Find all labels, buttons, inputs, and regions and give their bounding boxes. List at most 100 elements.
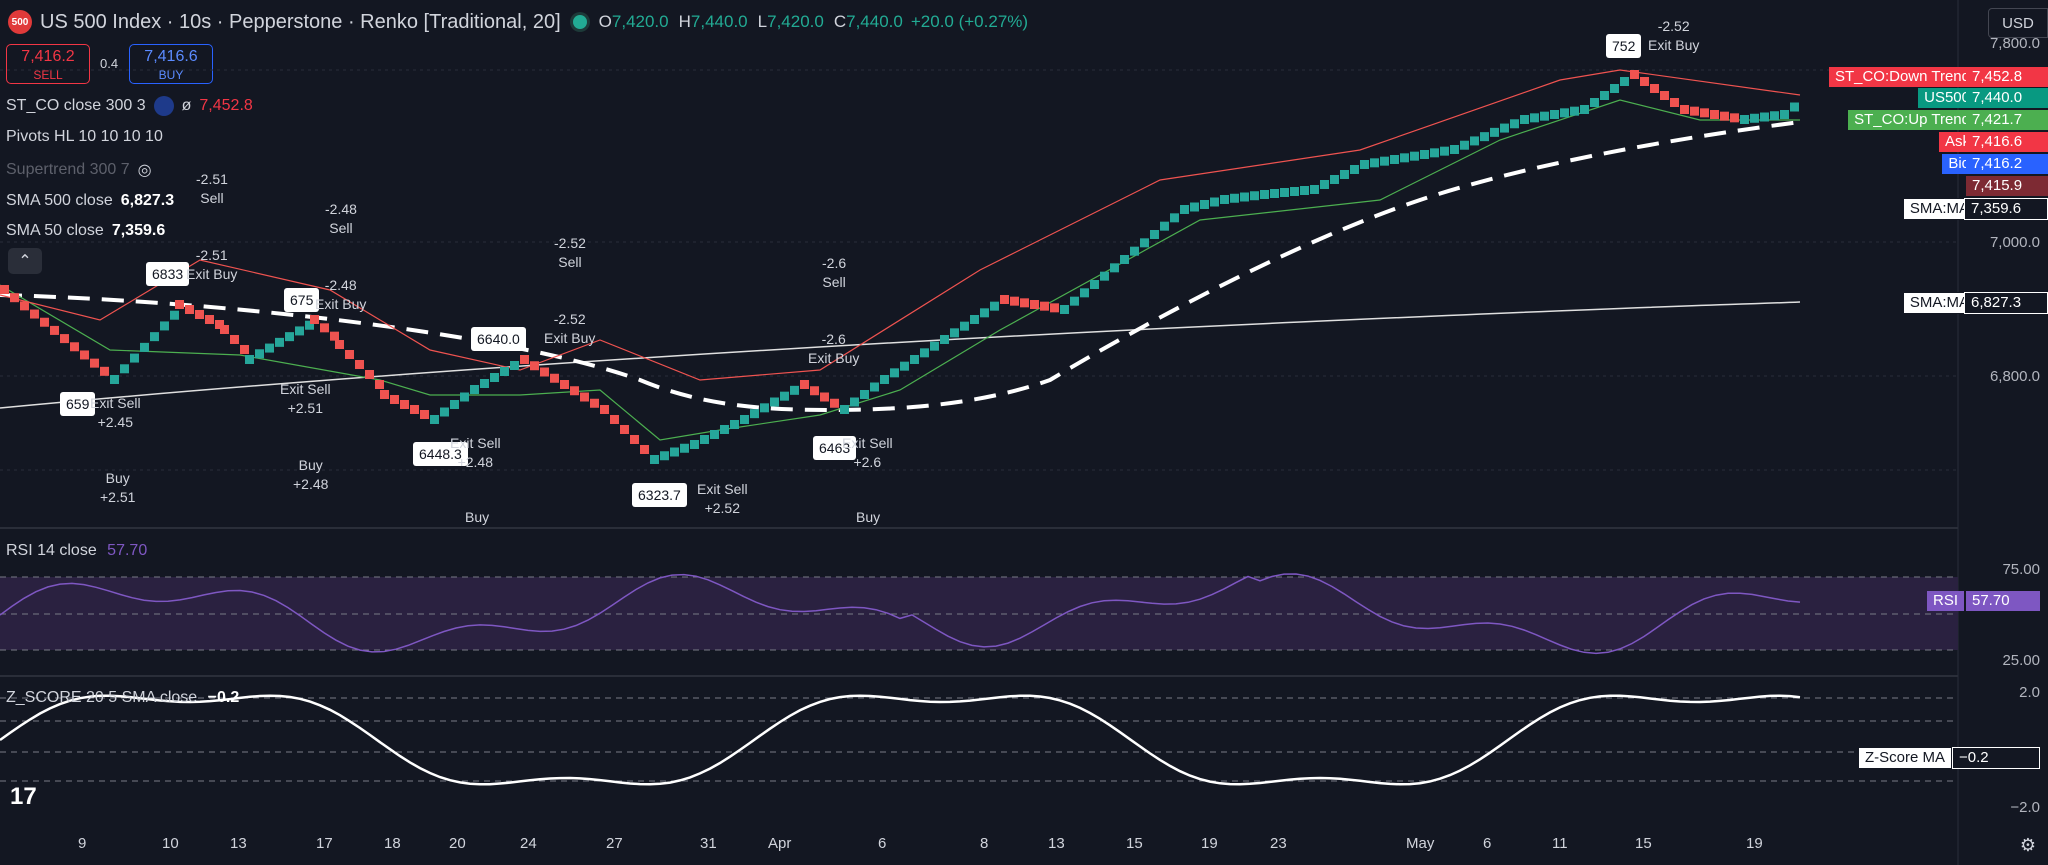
renko-brick-down (70, 342, 79, 352)
time-axis-label: 13 (230, 835, 247, 852)
sell-button[interactable]: 7,416.2 SELL (6, 44, 90, 84)
time-axis-label: 17 (316, 835, 333, 852)
renko-brick-up (150, 332, 159, 342)
rsi-legend[interactable]: RSI 14 close 57.70 (6, 542, 147, 560)
renko-brick-up (275, 337, 284, 347)
buy-label: BUY (158, 68, 184, 82)
renko-brick-up (1160, 221, 1169, 231)
chevron-up-icon: ⌃ (18, 253, 32, 270)
renko-brick-up (1320, 180, 1329, 189)
signal-exit-sell: Exit Sell +2.48 (450, 435, 501, 470)
renko-brick-down (375, 380, 384, 389)
renko-brick-down (820, 392, 829, 402)
pivot-label: 659 (60, 392, 96, 416)
tradingview-logo[interactable]: 17 (10, 783, 37, 810)
renko-brick-down (1700, 108, 1709, 118)
renko-brick-up (1380, 156, 1389, 166)
renko-brick-down (100, 366, 109, 376)
renko-brick-up (1190, 202, 1199, 212)
renko-brick-up (1760, 112, 1769, 122)
renko-brick-down (570, 386, 579, 396)
time-axis-label: 6 (1483, 835, 1492, 852)
time-axis-label: 18 (384, 835, 401, 852)
symbol-logo[interactable]: 500 (8, 10, 32, 34)
price-change: +20.0 (+0.27%) (910, 12, 1029, 31)
renko-brick-up (710, 430, 719, 439)
renko-brick-up (960, 321, 969, 331)
market-status-icon[interactable] (572, 15, 587, 29)
renko-brick-up (740, 415, 749, 424)
price-tag-label: ST_CO:Down Trend (1828, 67, 1976, 87)
renko-brick-up (1590, 98, 1599, 107)
renko-brick-up (1580, 105, 1589, 114)
eye-hidden-icon[interactable]: ◎ (137, 162, 152, 179)
price-axis-label: 7,800.0 (1989, 35, 2040, 52)
renko-brick-up (980, 308, 989, 318)
renko-brick-down (1690, 106, 1699, 116)
renko-brick-down (90, 358, 99, 368)
renko-brick-up (1750, 113, 1759, 123)
collapse-legend-button[interactable]: ⌃ (8, 248, 42, 274)
renko-brick-up (790, 385, 799, 395)
buy-button[interactable]: 7,416.6 BUY (129, 44, 213, 84)
legend-supertrend[interactable]: Supertrend 300 7 ◎ (6, 160, 152, 180)
renko-brick-up (1090, 280, 1099, 289)
renko-brick-down (600, 405, 609, 414)
renko-brick-up (1400, 153, 1409, 163)
renko-brick-up (1360, 160, 1369, 169)
renko-brick-up (470, 385, 479, 394)
renko-brick-up (1740, 115, 1749, 124)
renko-brick-up (1290, 187, 1299, 196)
renko-brick-up (920, 348, 929, 358)
time-axis-label: 24 (520, 835, 537, 852)
renko-brick-up (760, 403, 769, 413)
renko-brick-down (185, 305, 194, 314)
pivot-label: 6448.3 (413, 442, 468, 466)
legend-st-co[interactable]: ST_CO close 300 3 ø 7,452.8 (6, 96, 253, 116)
zscore-name: Z_SCORE 20 5 SMA close (6, 689, 198, 706)
gear-icon[interactable]: ⚙ (2019, 835, 2036, 855)
currency-selector[interactable]: USD (1988, 8, 2048, 38)
symbol-title[interactable]: US 500 Index · 10s · Pepperstone · Renko… (40, 10, 561, 33)
renko-brick-down (1630, 70, 1639, 79)
symbol-header: 500 US 500 Index · 10s · Pepperstone · R… (8, 8, 1028, 36)
renko-brick-up (130, 353, 139, 363)
renko-brick-up (305, 320, 314, 330)
time-axis-label: May (1406, 835, 1435, 852)
pivot-label: 675 (284, 288, 320, 312)
renko-brick-up (1260, 190, 1269, 199)
pivot-label: 6833 (146, 262, 190, 286)
signal-buy: Buy (856, 509, 881, 525)
renko-brick-up (1520, 115, 1529, 124)
renko-brick-up (650, 455, 659, 464)
legend-sma50[interactable]: SMA 50 close 7,359.6 (6, 222, 165, 240)
renko-brick-up (1330, 175, 1339, 184)
time-axis-label: 20 (449, 835, 466, 852)
renko-brick-up (1510, 119, 1519, 129)
renko-brick-down (1650, 84, 1659, 93)
price-tag-value: 7,452.8 (1966, 67, 2048, 87)
renko-brick-up (900, 361, 909, 371)
legend-sma500[interactable]: SMA 500 close 6,827.3 (6, 192, 174, 210)
rsi-line (0, 573, 1801, 655)
legend-sma50-name: SMA 50 close (6, 222, 104, 239)
signal-exit-buy: -2.51 Exit Buy (186, 247, 238, 282)
signal-exit-buy: -2.48 Exit Buy (315, 277, 367, 312)
renko-brick-down (540, 367, 549, 377)
time-axis-label: 15 (1126, 835, 1143, 852)
renko-brick-down (1640, 77, 1649, 86)
renko-brick-up (1140, 238, 1149, 248)
renko-brick-down (530, 361, 539, 371)
signal-exit-sell: Exit Sell +2.51 (280, 381, 331, 416)
legend-pivots[interactable]: Pivots HL 10 10 10 10 (6, 128, 163, 146)
renko-brick-down (1730, 113, 1739, 123)
renko-brick-down (230, 335, 239, 344)
time-axis-label: 27 (606, 835, 623, 852)
renko-brick-down (0, 285, 9, 294)
zscore-legend[interactable]: Z_SCORE 20 5 SMA close −0.2 (6, 689, 239, 707)
renko-brick-up (1420, 150, 1429, 159)
time-axis-label: 15 (1635, 835, 1652, 852)
signal-sell: -2.6 Sell (822, 255, 847, 290)
globe-icon[interactable] (153, 96, 174, 116)
